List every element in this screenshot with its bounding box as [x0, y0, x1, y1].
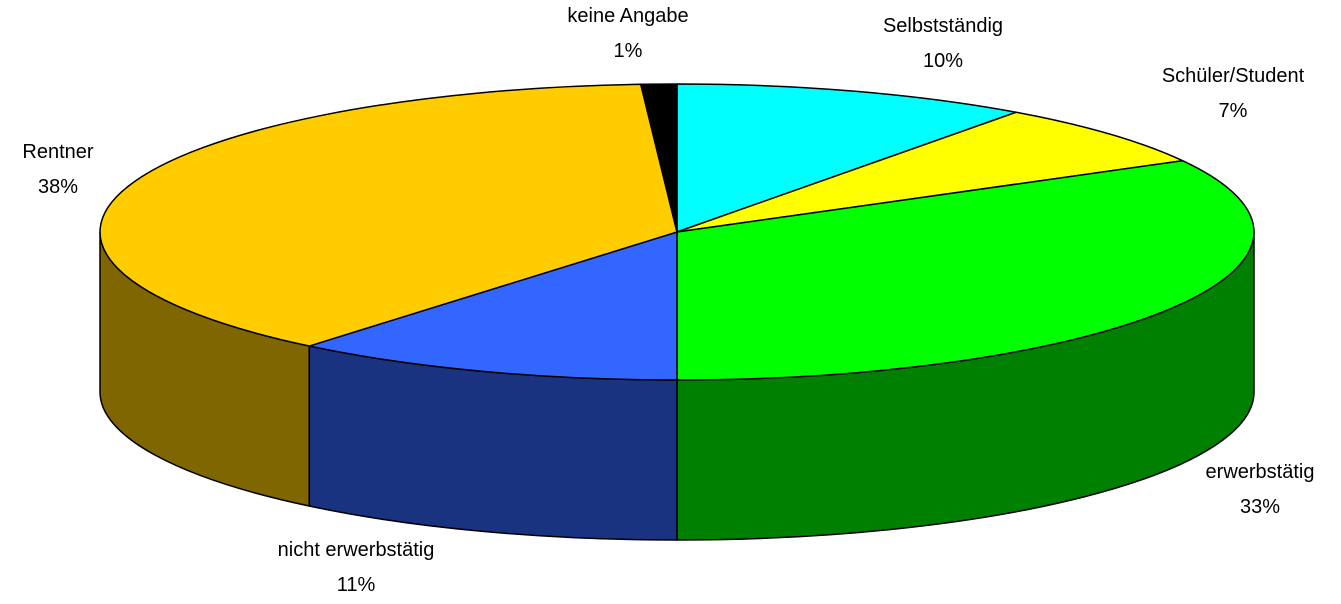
- slice-value-label: 7%: [1219, 100, 1248, 122]
- slice-label: erwerbstätig: [1206, 461, 1315, 483]
- slice-label: keine Angabe: [567, 5, 688, 27]
- slice: [676, 159, 1255, 381]
- slice-value-label: 38%: [38, 176, 78, 198]
- slice-label: Rentner: [22, 141, 93, 163]
- slice-label: Schüler/Student: [1162, 65, 1305, 87]
- slice-value-label: 10%: [923, 50, 963, 72]
- slice: [676, 83, 1017, 233]
- slice-value-label: 33%: [1240, 496, 1280, 518]
- slice: [676, 111, 1184, 233]
- slice-value-label: 1%: [614, 40, 643, 62]
- slice: [99, 83, 678, 347]
- slice-label: nicht erwerbstätig: [278, 539, 435, 561]
- slice-value-label: 11%: [337, 574, 376, 596]
- slice-label: Selbstständig: [883, 15, 1003, 37]
- slice: [640, 83, 678, 233]
- slice: [308, 231, 678, 381]
